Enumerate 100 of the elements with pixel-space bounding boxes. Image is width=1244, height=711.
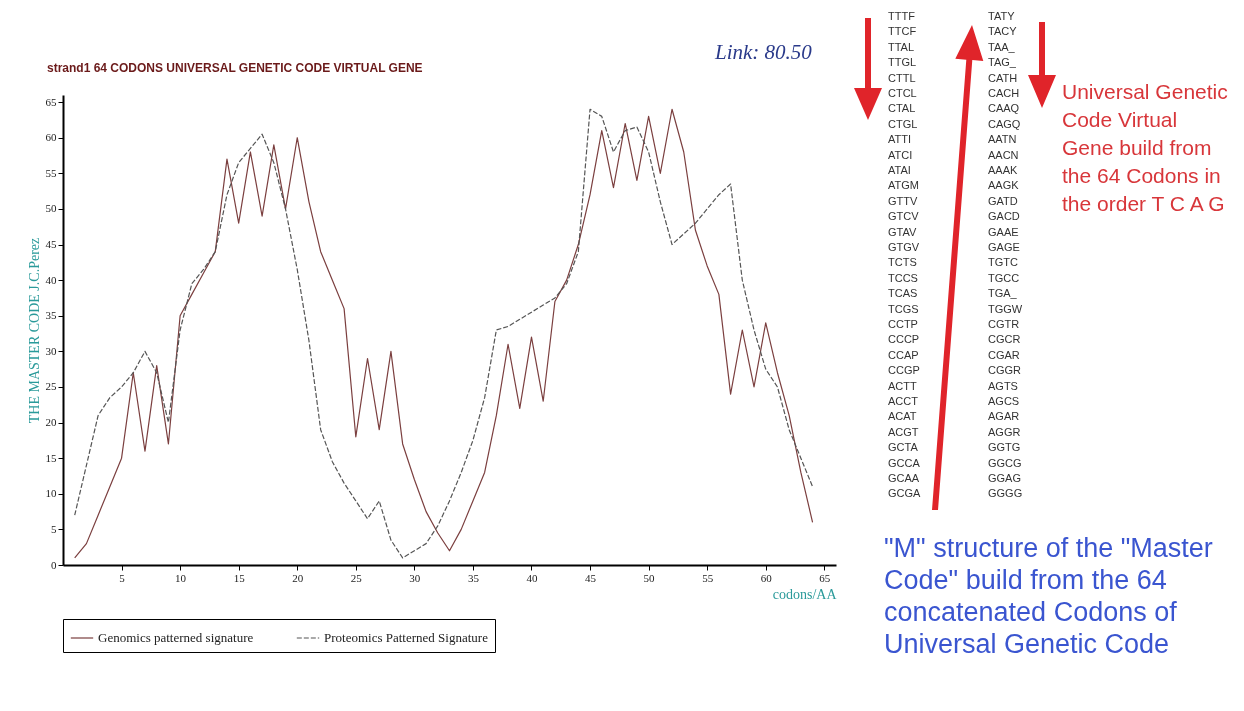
text: TAA_ xyxy=(988,40,1015,54)
x-axis-title: codons/AA xyxy=(772,586,838,602)
y-axis-title: THE MASTER CODE J.C.Perez xyxy=(26,237,42,424)
x-tick-label: 45 xyxy=(585,571,597,584)
text: GTCV xyxy=(888,210,919,224)
text: CCCP xyxy=(888,333,920,347)
text: GCGA xyxy=(888,487,921,501)
text: TTTF xyxy=(888,10,915,23)
y-tick-label: 0 xyxy=(51,558,57,571)
text: TGA_ xyxy=(988,287,1017,301)
y-tick-label: 35 xyxy=(45,309,57,322)
x-tick-label: 40 xyxy=(526,571,538,584)
legend-label: Genomics patterned signature xyxy=(98,630,254,645)
text: TCGS xyxy=(888,302,919,316)
text: CGCR xyxy=(988,333,1021,347)
text: AAAK xyxy=(988,164,1018,177)
text: AGAR xyxy=(988,410,1020,424)
text: CTAL xyxy=(888,102,916,116)
text: CGTR xyxy=(988,318,1020,331)
text: Universal Genetic Code Virtual Gene build from the 64 Codons in the order T C A G xyxy=(1062,79,1229,217)
text: AACN xyxy=(988,148,1019,162)
text: ACGT xyxy=(888,425,919,439)
x-tick-label: 60 xyxy=(760,571,773,584)
x-tick-label: 25 xyxy=(350,571,363,584)
x-tick-label: 50 xyxy=(643,571,656,584)
y-tick-label: 30 xyxy=(45,344,57,357)
text: TACY xyxy=(988,25,1017,39)
y-tick-label: 65 xyxy=(45,95,57,108)
x-tick-label: 55 xyxy=(702,571,714,584)
text: ATCI xyxy=(888,148,913,162)
text: GACD xyxy=(988,210,1020,224)
y-tick-label: 20 xyxy=(45,416,57,429)
text: CAGQ xyxy=(988,117,1021,131)
text: Link: 80.50 xyxy=(715,40,812,65)
text: CTGL xyxy=(888,117,918,131)
text: CCAP xyxy=(888,348,919,362)
text: CTCL xyxy=(888,87,917,100)
text: CTTL xyxy=(888,71,916,85)
text: GCCA xyxy=(888,456,920,470)
text: AATN xyxy=(988,133,1017,147)
text: GTTV xyxy=(888,194,918,208)
text: CGGR xyxy=(988,364,1021,378)
text: GGGG xyxy=(988,487,1023,501)
y-tick-label: 55 xyxy=(45,166,57,179)
text: CGAR xyxy=(988,348,1020,362)
text: GCTA xyxy=(888,441,918,455)
text: GTGV xyxy=(888,241,920,254)
text: TGTC xyxy=(988,256,1018,270)
text: GGAG xyxy=(988,472,1022,485)
text: TCCS xyxy=(888,271,918,285)
legend-label: Proteomics Patterned Signature xyxy=(324,630,489,645)
text: GGCG xyxy=(988,456,1022,470)
text: ATGM xyxy=(888,179,919,193)
text: TATY xyxy=(988,10,1015,23)
line-series xyxy=(74,108,814,559)
text: CATH xyxy=(988,71,1018,85)
text: GATD xyxy=(988,194,1018,208)
text: AAGK xyxy=(988,179,1019,193)
text: AGCS xyxy=(988,395,1020,408)
text: ATAI xyxy=(888,164,911,177)
x-tick-label: 30 xyxy=(409,571,421,584)
text: TAG_ xyxy=(988,56,1016,70)
y-tick-label: 40 xyxy=(45,273,57,286)
text: CCGP xyxy=(888,364,920,378)
chart-title: strand1 64 CODONS UNIVERSAL GENETIC CODE VIRTUAL GENE xyxy=(47,61,423,75)
text: "M" structure of the "Master Code" build from the 64 concatenated Codons of Universal Genetic Code xyxy=(884,532,1214,660)
x-tick-label: 35 xyxy=(467,571,480,584)
text: TTCF xyxy=(888,25,917,39)
text: CCTP xyxy=(888,318,918,331)
text: CACH xyxy=(988,87,1020,100)
y-tick-label: 25 xyxy=(45,380,57,393)
x-tick-label: 10 xyxy=(175,571,187,584)
text: GGTG xyxy=(988,441,1021,455)
y-tick-label: 50 xyxy=(45,202,57,215)
y-tick-label: 15 xyxy=(45,451,57,464)
text: AGTS xyxy=(988,379,1018,393)
y-tick-label: 45 xyxy=(45,238,57,251)
text: AGGR xyxy=(988,425,1021,439)
text: ACAT xyxy=(888,410,917,424)
y-tick-label: 10 xyxy=(45,487,57,500)
text: GTAV xyxy=(888,225,917,239)
text: ACCT xyxy=(888,395,918,408)
text: TTAL xyxy=(888,40,915,54)
text: ACTT xyxy=(888,379,917,393)
text: TCAS xyxy=(888,287,918,301)
x-tick-label: 65 xyxy=(819,571,831,584)
text: GCAA xyxy=(888,472,920,485)
text: GAGE xyxy=(988,241,1020,254)
text: TGCC xyxy=(988,271,1020,285)
x-tick-label: 15 xyxy=(233,571,246,584)
text: CAAQ xyxy=(988,102,1020,116)
y-tick-label: 60 xyxy=(45,131,57,144)
y-tick-label: 5 xyxy=(51,522,57,535)
x-tick-label: 5 xyxy=(119,571,126,584)
text: GAAE xyxy=(988,225,1019,239)
text: TTGL xyxy=(888,56,917,70)
text: TGGW xyxy=(988,302,1023,316)
text: ATTI xyxy=(888,133,912,147)
x-tick-label: 20 xyxy=(292,571,304,584)
text: TCTS xyxy=(888,256,917,270)
